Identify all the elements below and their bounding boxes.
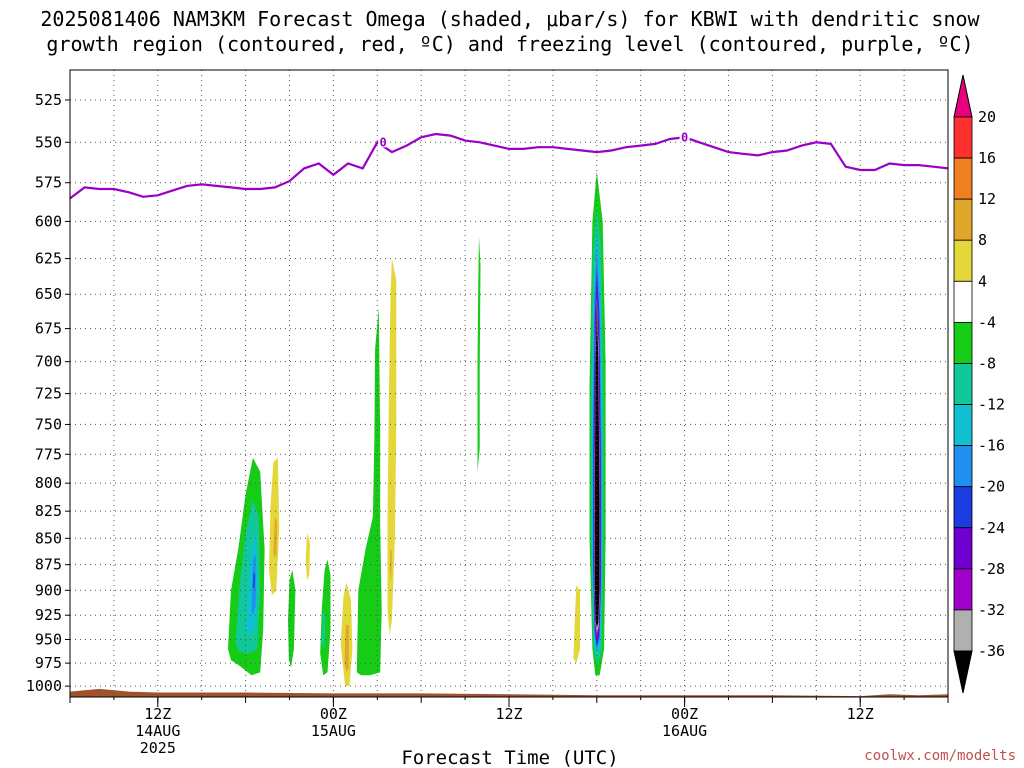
y-tick-label-700: 700 (35, 353, 62, 371)
colorbar-bin-3 (953, 239, 973, 282)
plot-background (70, 70, 948, 697)
colorbar-bin-8 (953, 445, 973, 488)
y-tick-label-775: 775 (35, 445, 62, 463)
y-tick-label-900: 900 (35, 581, 62, 599)
colorbar-label-0: 20 (978, 108, 996, 126)
y-tick-label-800: 800 (35, 474, 62, 492)
omega-region-8 (305, 532, 310, 581)
omega-region-7 (288, 569, 296, 668)
colorbar-label-13: -36 (978, 642, 1005, 660)
y-tick-label-725: 725 (35, 385, 62, 403)
omega-region-4 (252, 571, 256, 590)
colorbar-bin-5 (953, 321, 973, 364)
ground-surface (70, 688, 948, 697)
omega-region-12 (344, 625, 349, 673)
colorbar-bin-7 (953, 404, 973, 447)
y-tick-label-975: 975 (35, 654, 62, 672)
colorbar-top-arrow (953, 74, 973, 118)
omega-shading (228, 171, 606, 687)
colorbar-bin-6 (953, 363, 973, 405)
freezing-level-label-1: 0 (681, 130, 688, 144)
x-axis-title: Forecast Time (UTC) (401, 747, 618, 768)
y-tick-label-550: 550 (35, 133, 62, 151)
freezing-level-label-0: 0 (380, 135, 387, 149)
colorbar-label-4: 4 (978, 272, 987, 290)
plot-area (70, 70, 948, 697)
x-tick-label-1-0: 00Z (320, 705, 347, 723)
x-tick-label-0-0: 12Z (144, 705, 171, 723)
y-tick-label-525: 525 (35, 91, 62, 109)
y-tick-label-850: 850 (35, 529, 62, 547)
colorbar-label-12: -32 (978, 601, 1005, 619)
x-tick-label-2-0: 12Z (495, 705, 522, 723)
x-tick-label-0-1: 14AUG (135, 722, 180, 740)
colorbar-label-6: -8 (978, 354, 996, 372)
y-tick-label-950: 950 (35, 630, 62, 648)
colorbar-label-5: -4 (978, 313, 996, 331)
colorbar-label-2: 12 (978, 190, 996, 208)
omega-region-5 (269, 457, 280, 596)
x-tick-label-0-2: 2025 (140, 739, 176, 757)
y-tick-label-825: 825 (35, 502, 62, 520)
colorbar-bottom-arrow (953, 650, 973, 694)
y-tick-label-925: 925 (35, 606, 62, 624)
omega-region-13 (356, 308, 382, 676)
freezing-label-bg-0 (378, 133, 389, 148)
colorbar-label-7: -12 (978, 396, 1005, 414)
colorbar-bin-10 (953, 527, 973, 570)
omega-region-6 (273, 516, 278, 558)
credit-link[interactable]: coolwx.com/modelts (864, 748, 1016, 764)
x-tick-label-3-0: 00Z (671, 705, 698, 723)
y-tick-label-625: 625 (35, 250, 62, 268)
y-tick-label-650: 650 (35, 285, 62, 303)
y-tick-label-575: 575 (35, 174, 62, 192)
colorbar: 20 16 12 8 4 -4 -8 -12 -16 -20 -24 -28 -32 -36 (953, 74, 1005, 694)
y-tick-label-675: 675 (35, 320, 62, 338)
colorbar-label-1: 16 (978, 149, 996, 167)
ground-terrain (70, 688, 948, 697)
chart-title-line-2: growth region (contoured, red, ºC) and f… (46, 32, 973, 56)
colorbar-bin-4 (953, 280, 973, 323)
freezing-level-line (69, 132, 949, 200)
omega-region-17 (573, 585, 580, 664)
colorbar-bin-1 (953, 157, 973, 200)
omega-region-26 (594, 305, 600, 628)
y-tick-label-600: 600 (35, 212, 62, 230)
x-tick-label-4-0: 12Z (847, 705, 874, 723)
colorbar-bin-9 (953, 486, 973, 529)
colorbar-label-9: -20 (978, 478, 1005, 496)
omega-region-9 (320, 559, 331, 676)
colorbar-label-10: -24 (978, 519, 1005, 537)
omega-region-10 (321, 610, 326, 649)
chart-title-line-1: 2025081406 NAM3KM Forecast Omega (shaded… (40, 7, 980, 31)
colorbar-bin-11 (953, 568, 973, 611)
colorbar-label-11: -28 (978, 560, 1005, 578)
colorbar-bin-0 (953, 116, 973, 159)
y-axis: 525 550 575 600 625 650 675 700 725 750 775 800 825 8… (26, 91, 70, 695)
colorbar-label-3: 8 (978, 231, 987, 249)
colorbar-label-8: -16 (978, 437, 1005, 455)
omega-region-16 (477, 236, 481, 472)
x-tick-label-3-1: 16AUG (662, 722, 707, 740)
x-tick-label-1-1: 15AUG (311, 722, 356, 740)
y-tick-label-875: 875 (35, 556, 62, 574)
colorbar-bin-12 (953, 609, 973, 652)
omega-region-14 (387, 258, 397, 635)
freezing-label-bg-1 (679, 128, 690, 143)
y-tick-label-1000: 1000 (26, 677, 62, 695)
colorbar-bin-2 (953, 198, 973, 241)
y-tick-label-750: 750 (35, 415, 62, 433)
